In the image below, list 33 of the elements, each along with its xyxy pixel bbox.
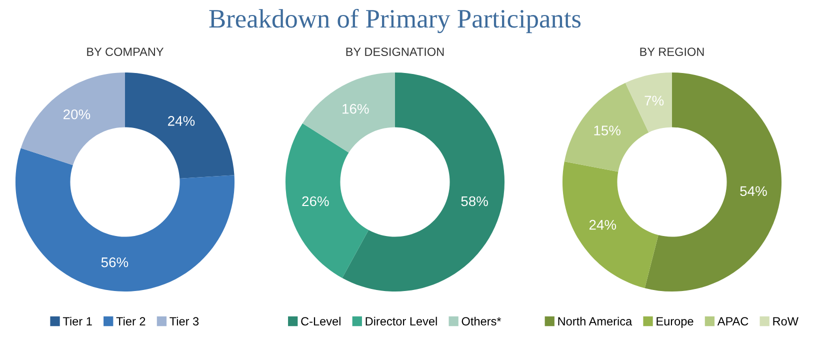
legend-label: Tier 2 bbox=[116, 316, 146, 326]
data-label: 20% bbox=[64, 109, 90, 120]
donut-slice bbox=[15, 148, 235, 292]
legend-label: APAC bbox=[717, 317, 748, 326]
data-label: 54% bbox=[740, 186, 767, 196]
legend-label: RoW bbox=[773, 317, 798, 326]
data-label: 24% bbox=[168, 116, 195, 126]
legend-label: North America bbox=[558, 316, 632, 326]
chart-subtitle: BY REGION bbox=[640, 48, 704, 56]
donut-slice bbox=[342, 72, 505, 292]
donut-slice bbox=[285, 123, 369, 278]
data-label: 58% bbox=[461, 196, 488, 206]
chart-subtitle: BY DESIGNATION bbox=[346, 48, 444, 56]
data-label: 15% bbox=[594, 126, 620, 136]
donut-slice bbox=[302, 72, 395, 153]
legend-label: Others* bbox=[462, 316, 502, 326]
legend-label: C-Level bbox=[301, 316, 340, 326]
donut-slice bbox=[125, 72, 234, 179]
data-label: 7% bbox=[644, 96, 664, 106]
legend-label: Director Level bbox=[366, 316, 437, 326]
legend-label: Europe bbox=[656, 317, 694, 328]
donut-slice bbox=[562, 161, 658, 288]
data-label: 26% bbox=[302, 196, 329, 206]
chart-title: Breakdown of Primary Participants bbox=[209, 8, 581, 34]
legend-label: Tier 1 bbox=[62, 316, 92, 326]
legend-label: Tier 3 bbox=[170, 316, 199, 326]
donut-slice bbox=[644, 72, 782, 292]
data-label: 56% bbox=[101, 257, 128, 268]
donut-slice bbox=[625, 72, 672, 132]
data-label: 16% bbox=[342, 104, 369, 114]
data-label: 24% bbox=[589, 220, 616, 230]
donut-slice bbox=[20, 72, 125, 166]
chart-subtitle: BY COMPANY bbox=[87, 48, 164, 56]
